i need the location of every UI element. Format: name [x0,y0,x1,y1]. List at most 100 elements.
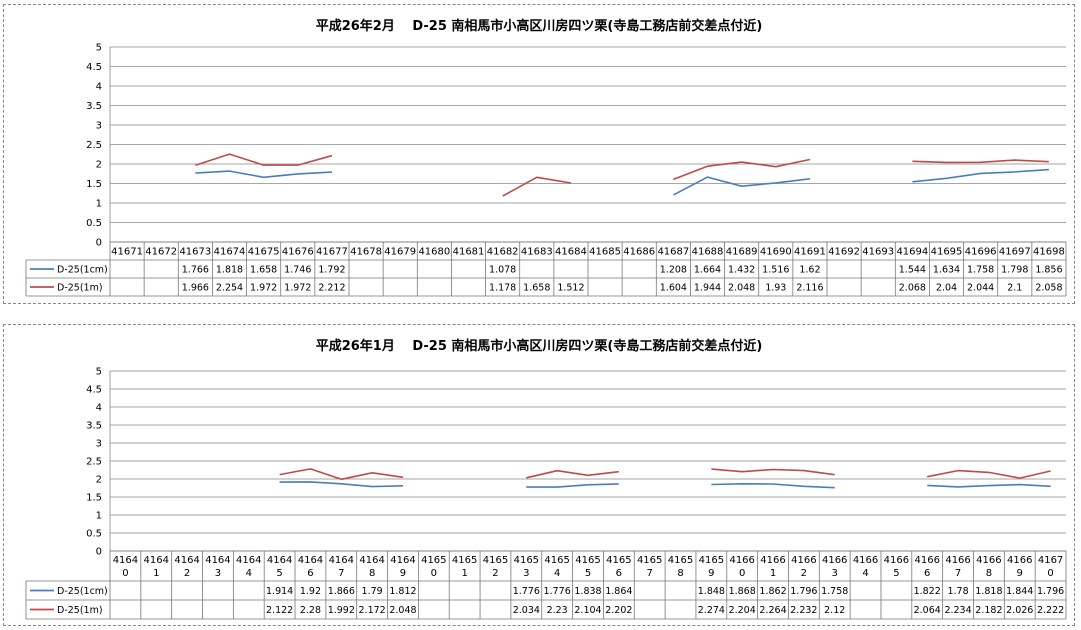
x-tick-label: 41694 [896,247,928,258]
legend-label: D-25(1cm) [57,265,108,276]
data-label: 2.058 [1035,283,1062,294]
data-label: 1.62 [799,265,820,276]
x-tick-label: 41696 [965,247,997,258]
y-tick-label: 4 [96,82,102,93]
data-label: 1.914 [266,586,293,597]
chart-panel-january: 平成26年1月 D-25 南相馬市小高区川房四ツ栗(寺島工務店前交差点付近) 0… [3,324,1075,626]
x-tick-label: 4166 1 [760,555,785,579]
legend-label: D-25(1cm) [57,586,108,597]
x-tick-label: 41687 [657,247,689,258]
x-tick-label: 4165 6 [606,555,631,579]
y-tick-label: 2 [96,475,102,486]
x-tick-label: 4165 1 [452,555,477,579]
data-label: 1.866 [328,586,355,597]
data-label: 2.116 [796,283,823,294]
x-tick-label: 4165 4 [544,555,569,579]
data-label: 1.798 [1001,265,1028,276]
series-line [526,483,619,488]
series-line [195,170,332,179]
x-tick-label: 4164 8 [359,555,384,579]
series-line [912,159,1049,164]
data-label: 1.972 [250,283,277,294]
y-tick-label: 3.5 [86,421,102,432]
y-tick-label: 2.5 [86,140,102,151]
data-label: 1.868 [729,586,756,597]
data-label: 1.792 [318,265,345,276]
x-tick-label: 41692 [828,247,860,258]
series-line [195,153,333,167]
x-tick-label: 41684 [555,247,587,258]
x-tick-label: 4165 3 [514,555,539,579]
x-tick-label: 41679 [384,247,416,258]
data-label: 1.93 [765,283,786,294]
y-tick-label: 1 [96,199,102,210]
data-label: 2.234 [944,605,971,616]
chart-title: 平成26年2月 D-25 南相馬市小高区川房四ツ栗(寺島工務店前交差点付近) [315,19,763,34]
data-label: 1.758 [967,265,994,276]
data-label: 1.818 [216,265,243,276]
data-label: 1.79 [362,586,383,597]
series-line [673,176,810,196]
x-tick-label: 41698 [1033,247,1065,258]
x-tick-label: 41691 [794,247,826,258]
x-tick-label: 41677 [316,247,348,258]
data-label: 2.182 [975,605,1002,616]
data-label: 1.208 [660,265,687,276]
data-label: 2.048 [728,283,755,294]
x-tick-label: 41672 [145,247,177,258]
x-tick-label: 4164 3 [205,555,230,579]
series-line [526,469,619,479]
data-label: 2.12 [824,605,845,616]
data-label: 1.178 [489,283,516,294]
x-tick-label: 41681 [453,247,485,258]
data-label: 2.232 [790,605,817,616]
y-tick-label: 4.5 [86,62,102,73]
data-label: 2.264 [759,605,786,616]
data-label: 1.864 [605,586,632,597]
data-label: 2.23 [547,605,568,616]
data-label: 1.776 [544,586,571,597]
y-tick-label: 0 [96,238,102,249]
x-tick-label: 41690 [760,247,792,258]
data-label: 1.856 [1035,265,1062,276]
series-line [927,469,1051,479]
data-label: 1.796 [1037,586,1064,597]
data-label: 2.026 [1006,605,1033,616]
x-tick-label: 4165 0 [421,555,446,579]
x-tick-label: 4165 9 [699,555,724,579]
x-tick-label: 41693 [862,247,894,258]
x-tick-label: 41688 [692,247,724,258]
x-tick-label: 4164 1 [144,555,169,579]
y-tick-label: 4.5 [86,385,102,396]
data-label: 2.28 [300,605,321,616]
data-label: 1.838 [574,586,601,597]
data-label: 1.822 [914,586,941,597]
x-tick-label: 41674 [214,247,246,258]
chart-panel-february: 平成26年2月 D-25 南相馬市小高区川房四ツ栗(寺島工務店前交差点付近) 0… [3,4,1075,304]
x-tick-label: 41676 [282,247,314,258]
data-label: 1.078 [489,265,516,276]
x-tick-label: 4164 2 [174,555,199,579]
series-line [711,468,835,476]
data-label: 1.966 [182,283,209,294]
x-tick-label: 4166 4 [853,555,878,579]
data-label: 1.432 [728,265,755,276]
data-label: 1.992 [328,605,355,616]
data-label: 2.104 [574,605,601,616]
x-tick-label: 4164 6 [298,555,323,579]
x-tick-label: 4166 5 [884,555,909,579]
series-line [279,468,404,481]
x-tick-label: 4165 7 [637,555,662,579]
data-label: 2.068 [899,283,926,294]
data-label: 1.634 [933,265,960,276]
data-label: 1.972 [284,283,311,294]
data-label: 2.04 [936,283,957,294]
x-tick-label: 41686 [623,247,655,258]
x-tick-label: 4166 3 [822,555,847,579]
y-tick-label: 0 [96,547,102,558]
x-tick-label: 4166 0 [729,555,754,579]
data-label: 1.818 [975,586,1002,597]
data-label: 1.844 [1006,586,1033,597]
